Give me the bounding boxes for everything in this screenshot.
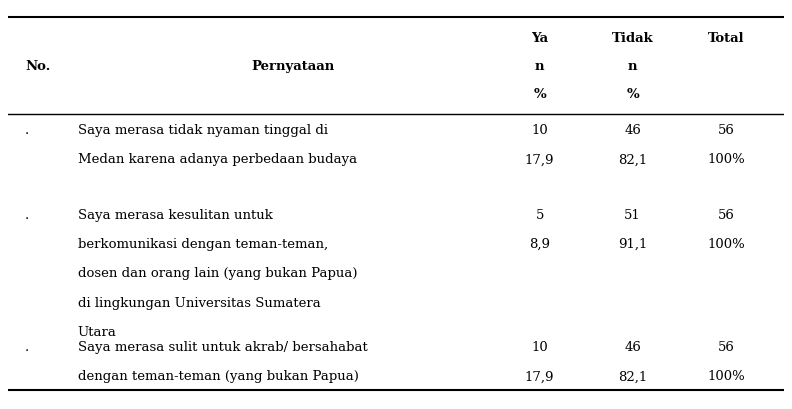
Text: dosen dan orang lain (yang bukan Papua): dosen dan orang lain (yang bukan Papua): [78, 267, 357, 279]
Text: Saya merasa tidak nyaman tinggal di: Saya merasa tidak nyaman tinggal di: [78, 124, 328, 137]
Text: .: .: [25, 340, 29, 353]
Text: %: %: [626, 88, 639, 101]
Text: Total: Total: [707, 31, 744, 45]
Text: 46: 46: [624, 124, 642, 137]
Text: 56: 56: [718, 340, 734, 353]
Text: 17,9: 17,9: [525, 153, 554, 166]
Text: .: .: [25, 124, 29, 137]
Text: 82,1: 82,1: [618, 153, 647, 166]
Text: 5: 5: [535, 208, 544, 221]
Text: 46: 46: [624, 340, 642, 353]
Text: Pernyataan: Pernyataan: [252, 60, 335, 73]
Text: No.: No.: [25, 60, 51, 73]
Text: 100%: 100%: [707, 370, 744, 382]
Text: Ya: Ya: [531, 31, 548, 45]
Text: Saya merasa kesulitan untuk: Saya merasa kesulitan untuk: [78, 208, 272, 221]
Text: 8,9: 8,9: [529, 237, 550, 250]
Text: 10: 10: [531, 124, 548, 137]
Text: Tidak: Tidak: [612, 31, 653, 45]
Text: 82,1: 82,1: [618, 370, 647, 382]
Text: n: n: [628, 60, 638, 73]
Text: n: n: [535, 60, 544, 73]
Text: berkomunikasi dengan teman-teman,: berkomunikasi dengan teman-teman,: [78, 237, 328, 250]
Text: 91,1: 91,1: [618, 237, 647, 250]
Text: .: .: [25, 208, 29, 221]
Text: 56: 56: [718, 208, 734, 221]
Text: Medan karena adanya perbedaan budaya: Medan karena adanya perbedaan budaya: [78, 153, 357, 166]
Text: 100%: 100%: [707, 237, 744, 250]
Text: 51: 51: [624, 208, 641, 221]
Text: 100%: 100%: [707, 153, 744, 166]
Text: 10: 10: [531, 340, 548, 353]
Text: di lingkungan Universitas Sumatera: di lingkungan Universitas Sumatera: [78, 296, 321, 309]
Text: Saya merasa sulit untuk akrab/ bersahabat: Saya merasa sulit untuk akrab/ bersahaba…: [78, 340, 367, 353]
Text: %: %: [533, 88, 546, 101]
Text: Utara: Utara: [78, 325, 116, 338]
Text: dengan teman-teman (yang bukan Papua): dengan teman-teman (yang bukan Papua): [78, 370, 359, 382]
Text: 17,9: 17,9: [525, 370, 554, 382]
Text: 56: 56: [718, 124, 734, 137]
